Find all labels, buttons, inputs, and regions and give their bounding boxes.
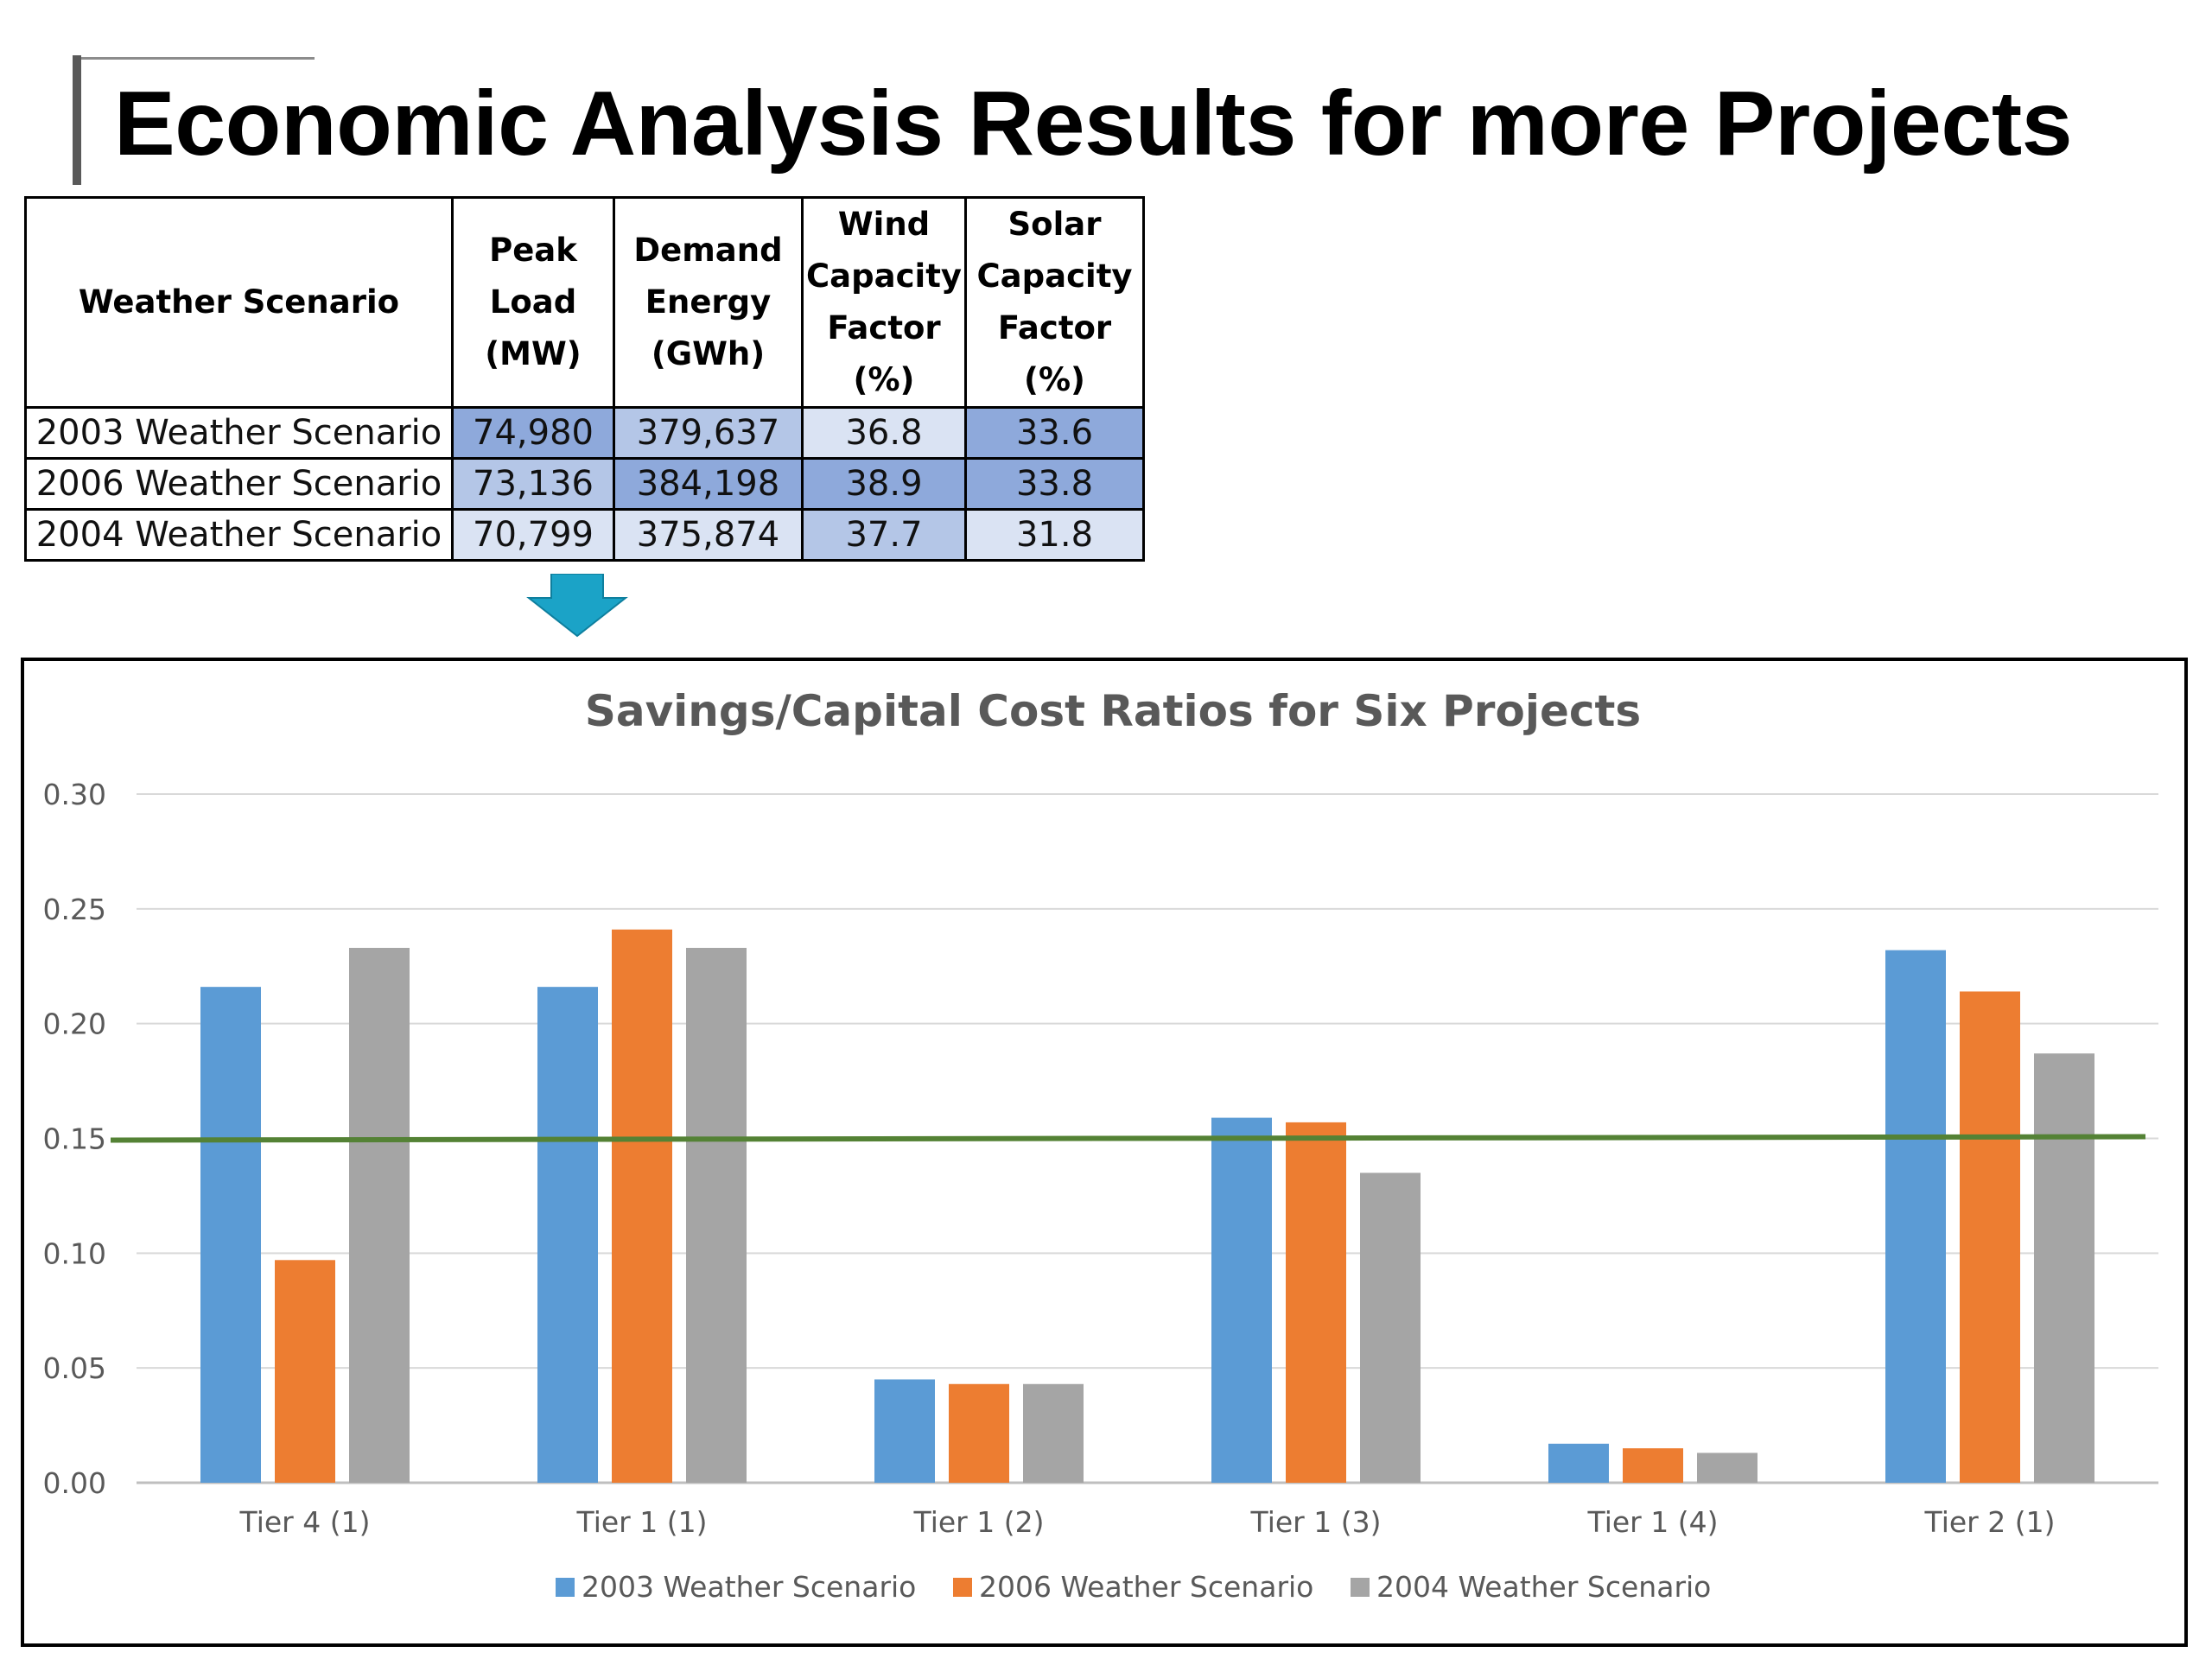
header-line: (MW)	[485, 335, 582, 372]
bar	[686, 947, 747, 1483]
row-scenario-name: 2004 Weather Scenario	[24, 508, 454, 562]
title-accent-bar	[73, 55, 81, 185]
bar	[1960, 991, 2020, 1483]
title-accent-line	[73, 57, 315, 60]
header-line: Demand	[633, 232, 783, 269]
bar	[200, 987, 261, 1483]
x-tick-label: Tier 1 (1)	[576, 1505, 708, 1539]
legend-swatch	[556, 1578, 575, 1597]
y-tick-label: 0.15	[43, 1122, 106, 1156]
header-line: (%)	[853, 361, 915, 398]
table-row: 2006 Weather Scenario 73,136 384,198 38.9 33…	[24, 457, 1145, 511]
row-scenario-name: 2006 Weather Scenario	[24, 457, 454, 511]
y-tick-label: 0.10	[43, 1236, 106, 1270]
row-scenario-name: 2003 Weather Scenario	[24, 406, 454, 460]
header-line: Factor	[997, 309, 1112, 346]
header-line: Weather Scenario	[78, 283, 400, 321]
y-tick-label: 0.05	[43, 1351, 106, 1385]
header-line: Load	[489, 283, 577, 321]
y-tick-label: 0.00	[43, 1466, 106, 1500]
table-cell: 33.8	[964, 457, 1145, 511]
bar	[1697, 1452, 1758, 1483]
header-peak-load: Peak Load (MW)	[451, 196, 615, 409]
header-line: Capacity	[976, 257, 1133, 295]
bar	[275, 1260, 335, 1483]
x-tick-label: Tier 1 (4)	[1587, 1505, 1719, 1539]
header-demand-energy: Demand Energy (GWh)	[613, 196, 804, 409]
legend-label: 2003 Weather Scenario	[582, 1570, 916, 1604]
table-cell: 33.6	[964, 406, 1145, 460]
x-tick-label: Tier 1 (2)	[913, 1505, 1045, 1539]
bar	[537, 987, 598, 1483]
header-line: Energy	[645, 283, 772, 321]
table-cell: 73,136	[451, 457, 615, 511]
bar	[349, 947, 410, 1483]
y-tick-label: 0.20	[43, 1007, 106, 1041]
legend-label: 2004 Weather Scenario	[1376, 1570, 1711, 1604]
table-cell: 38.9	[801, 457, 967, 511]
weather-scenario-table: Weather Scenario Peak Load (MW) Demand Ener…	[24, 196, 1145, 562]
legend-swatch	[1351, 1578, 1370, 1597]
bar	[1211, 1117, 1272, 1483]
table-cell: 74,980	[451, 406, 615, 460]
table-cell: 384,198	[613, 457, 804, 511]
table-row: 2004 Weather Scenario 70,799 375,874 37.7 31…	[24, 508, 1145, 562]
bar	[1623, 1448, 1683, 1483]
slide-title: Economic Analysis Results for more Proje…	[114, 73, 2073, 175]
table-cell: 37.7	[801, 508, 967, 562]
bar	[1548, 1443, 1609, 1483]
legend-label: 2006 Weather Scenario	[979, 1570, 1313, 1604]
chart-title: Savings/Capital Cost Ratios for Six Proj…	[585, 686, 1641, 736]
header-line: Capacity	[806, 257, 962, 295]
table-cell: 31.8	[964, 508, 1145, 562]
x-tick-label: Tier 1 (3)	[1250, 1505, 1382, 1539]
table-cell: 375,874	[613, 508, 804, 562]
header-wind-capacity: Wind Capacity Factor (%)	[801, 196, 967, 409]
table-cell: 36.8	[801, 406, 967, 460]
header-line: Peak	[489, 232, 577, 269]
table-header-row: Weather Scenario Peak Load (MW) Demand Ener…	[24, 196, 1145, 409]
header-solar-capacity: Solar Capacity Factor (%)	[964, 196, 1145, 409]
bar	[874, 1379, 935, 1483]
x-tick-label: Tier 4 (1)	[239, 1505, 371, 1539]
bar	[1023, 1383, 1084, 1483]
bar	[1360, 1173, 1421, 1483]
y-tick-label: 0.30	[43, 778, 106, 811]
table-row: 2003 Weather Scenario 74,980 379,637 36.8 33…	[24, 406, 1145, 460]
header-line: Factor	[827, 309, 941, 346]
chart-frame: Savings/Capital Cost Ratios for Six Proj…	[21, 658, 2188, 1647]
header-line: Solar	[1007, 206, 1102, 243]
threshold-line	[110, 1134, 2146, 1143]
down-arrow-icon	[526, 574, 628, 638]
bar	[1885, 950, 1946, 1483]
header-line: (%)	[1024, 361, 1085, 398]
bar	[612, 929, 672, 1483]
bar	[1286, 1122, 1346, 1483]
legend-swatch	[953, 1578, 972, 1597]
header-weather-scenario: Weather Scenario	[24, 196, 454, 409]
header-line: (GWh)	[651, 335, 766, 372]
bar	[2034, 1053, 2094, 1483]
x-tick-label: Tier 2 (1)	[1924, 1505, 2056, 1539]
bar	[949, 1383, 1009, 1483]
table-cell: 379,637	[613, 406, 804, 460]
table-cell: 70,799	[451, 508, 615, 562]
header-line: Wind	[837, 206, 931, 243]
y-tick-label: 0.25	[43, 893, 106, 926]
bar-chart: Savings/Capital Cost Ratios for Six Proj…	[43, 686, 2158, 1604]
